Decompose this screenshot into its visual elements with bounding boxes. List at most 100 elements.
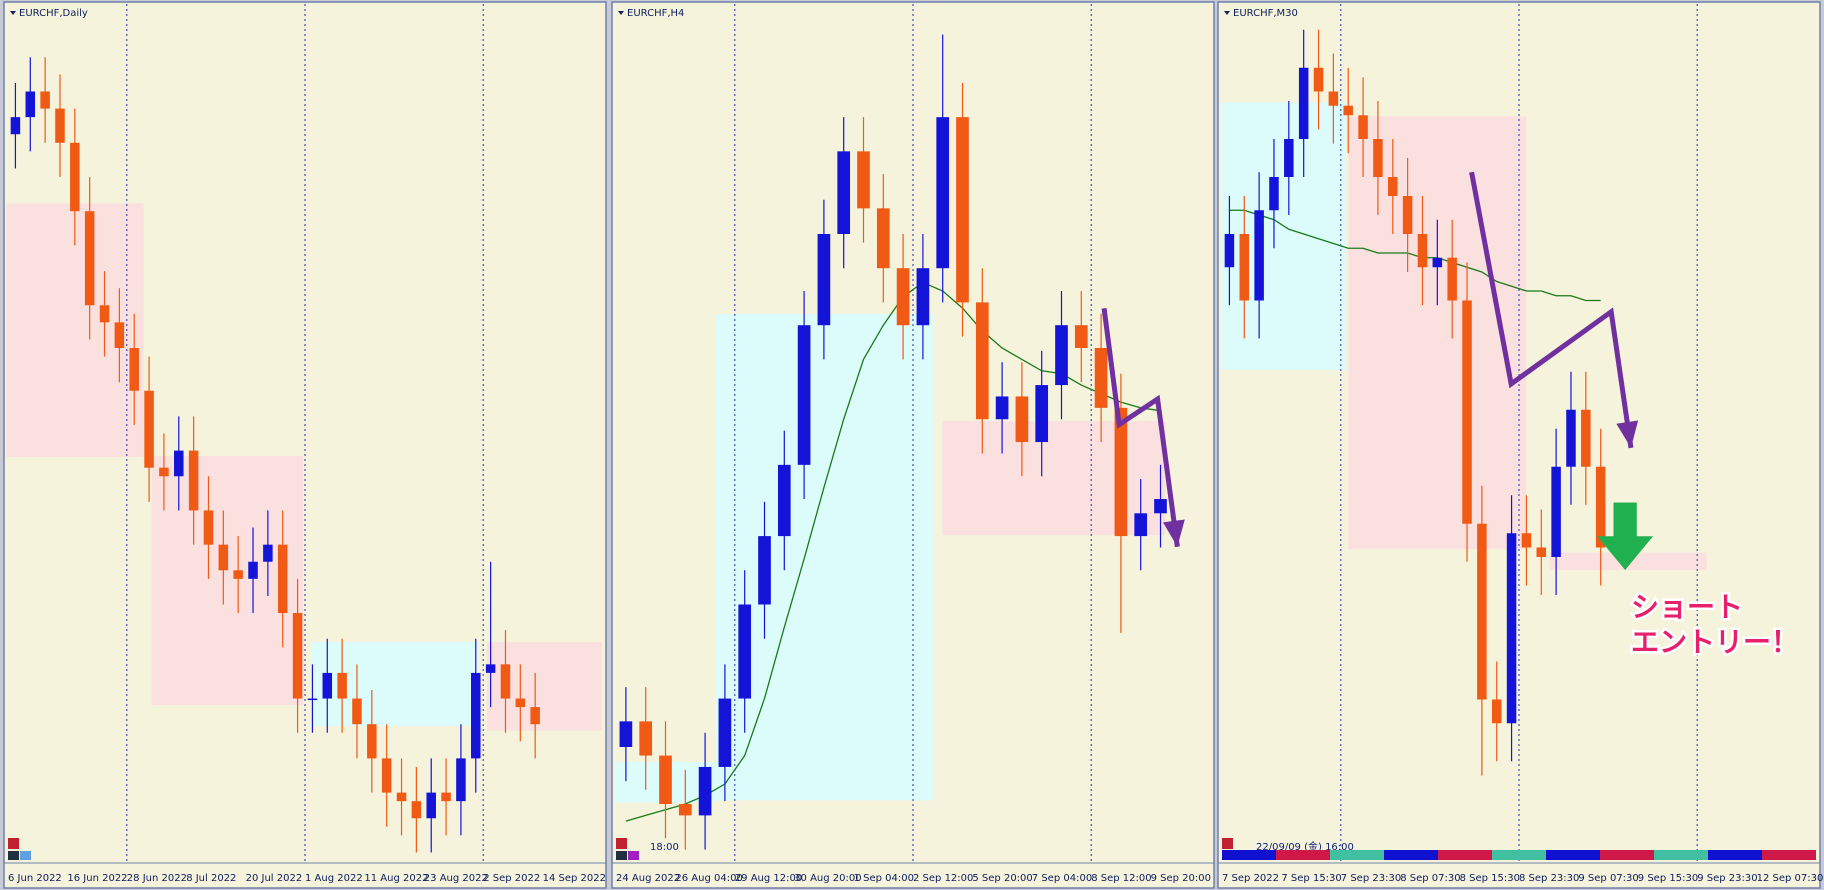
- candle-body: [411, 801, 422, 819]
- arrow-head: [1162, 519, 1185, 547]
- candle-body: [837, 151, 851, 234]
- zone-box: [151, 456, 303, 705]
- candle-body: [777, 464, 791, 537]
- x-tick-label: 7 Sep 04:00: [1032, 873, 1092, 884]
- chart-title: EURCHF,H4: [627, 8, 684, 19]
- candle-body: [248, 561, 258, 579]
- tool-icon: [8, 851, 19, 860]
- candle-body: [678, 804, 692, 816]
- title-triangle: [1224, 11, 1230, 15]
- candle-body: [352, 698, 362, 725]
- candle-body: [956, 117, 969, 303]
- candle-body: [797, 325, 811, 465]
- session-bar: [1708, 850, 1762, 860]
- candle-body: [698, 766, 712, 816]
- zone-box: [942, 421, 1166, 536]
- session-bar: [1438, 850, 1492, 860]
- candle-body: [876, 208, 890, 269]
- annotation: ショート: [1631, 591, 1743, 624]
- candle-body: [307, 698, 318, 701]
- title-triangle: [618, 11, 624, 15]
- x-tick-label: 7 Sep 15:30: [1281, 873, 1341, 884]
- candle-body: [1094, 348, 1108, 408]
- x-tick-label: 5 Sep 20:00: [972, 873, 1032, 884]
- candle-body: [1015, 396, 1029, 443]
- candle-body: [129, 348, 139, 391]
- candle-body: [1447, 257, 1457, 301]
- x-tick-label: 8 Jul 2022: [186, 873, 236, 884]
- x-tick-label: 11 Aug 2022: [364, 873, 428, 884]
- tool-icon: [616, 851, 627, 860]
- candle-body: [218, 544, 229, 571]
- candle-body: [1521, 533, 1532, 548]
- x-tick-label: 7 Sep 2022: [1222, 873, 1279, 884]
- session-bar: [1600, 850, 1654, 860]
- chart-title: EURCHF,Daily: [19, 8, 88, 19]
- candle-body: [936, 117, 950, 269]
- candle-body: [10, 117, 21, 135]
- x-tick-label: 7 Sep 23:30: [1341, 873, 1401, 884]
- candle-body: [619, 721, 633, 747]
- x-tick-label: 2 Sep 2022: [483, 873, 540, 884]
- candle-body: [916, 268, 930, 326]
- title-triangle: [10, 11, 16, 15]
- candle-body: [263, 544, 273, 562]
- candle-body: [1269, 177, 1279, 211]
- candle-body: [84, 211, 95, 306]
- candle-body: [975, 302, 989, 420]
- x-tick-label: 8 Sep 23:30: [1519, 873, 1579, 884]
- candle-body: [817, 234, 831, 326]
- tool-icon: [628, 851, 639, 860]
- candle-body: [25, 91, 36, 118]
- session-bar: [1762, 850, 1816, 860]
- candle-body: [896, 268, 910, 326]
- candle-body: [659, 755, 672, 804]
- candle-body: [337, 672, 347, 699]
- close-button: [8, 838, 19, 849]
- candle-body: [857, 151, 870, 209]
- chart-panel: EURCHF,Daily 6 Jun 2022 16 Jun 2022 28 Jun …: [3, 1, 607, 889]
- candle-body: [738, 604, 752, 699]
- session-bar: [1384, 850, 1438, 860]
- session-bar: [1330, 850, 1384, 860]
- candle-body: [1239, 234, 1250, 301]
- x-tick-label: 20 Jul 2022: [246, 873, 303, 884]
- time-label: 18:00: [650, 842, 679, 853]
- x-tick-label: 12 Sep 07:30: [1757, 873, 1824, 884]
- candle-body: [1388, 177, 1398, 196]
- session-bar: [1222, 850, 1276, 860]
- candle-body: [1491, 699, 1502, 724]
- candle-body: [1224, 234, 1235, 268]
- x-tick-label: 14 Sep 2022: [543, 873, 606, 884]
- zone-box: [715, 314, 934, 801]
- trend-arrow: [1469, 171, 1634, 449]
- candle-body: [1114, 407, 1128, 537]
- candle-body: [758, 536, 771, 605]
- candle-body: [1134, 513, 1148, 537]
- candle-body: [995, 396, 1009, 420]
- session-bar: [1546, 850, 1600, 860]
- candle-body: [1477, 523, 1487, 700]
- moving-average: [625, 281, 1161, 822]
- candle-body: [1313, 67, 1324, 92]
- candle-body: [292, 613, 303, 699]
- candle-body: [396, 792, 407, 802]
- candle-body: [456, 758, 466, 802]
- x-tick-label: 28 Jun 2022: [127, 873, 187, 884]
- candle-body: [159, 467, 169, 477]
- candle-body: [1536, 547, 1547, 557]
- x-tick-label: 24 Aug 2022: [616, 873, 680, 884]
- annotation: エントリー！: [1631, 625, 1799, 658]
- arrow-head: [1616, 420, 1639, 448]
- candle-body: [1581, 409, 1591, 467]
- candle-body: [188, 450, 199, 511]
- candle-body: [203, 510, 214, 545]
- x-tick-label: 6 Jun 2022: [8, 873, 62, 884]
- candle-body: [1417, 234, 1428, 268]
- moving-average: [1229, 209, 1601, 302]
- candle-body: [277, 544, 288, 614]
- candle-body: [322, 672, 333, 699]
- candle-body: [1074, 325, 1088, 348]
